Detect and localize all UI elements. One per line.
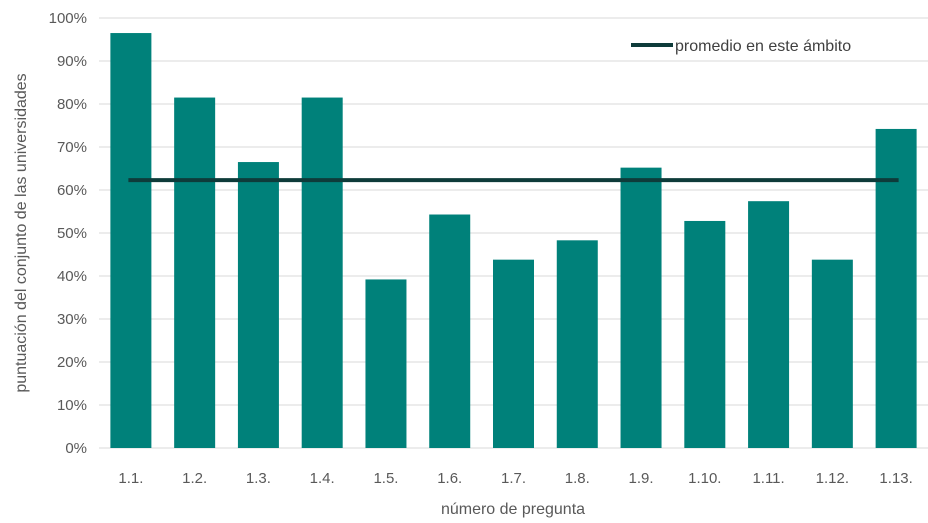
y-tick-label: 40%	[57, 268, 87, 285]
bar	[365, 279, 407, 448]
x-tick-label: 1.6.	[437, 470, 462, 487]
legend: promedio en este ámbito	[631, 38, 851, 55]
legend-label: promedio en este ámbito	[675, 38, 851, 55]
y-tick-label: 30%	[57, 311, 87, 328]
y-tick-label: 20%	[57, 354, 87, 371]
y-tick-label: 50%	[57, 225, 87, 242]
bar	[493, 259, 534, 448]
x-tick-label: 1.12.	[816, 470, 849, 487]
x-tick-label: 1.3.	[246, 470, 271, 487]
x-tick-label: 1.9.	[629, 470, 654, 487]
x-axis-ticks: 1.1. 1.2. 1.3. 1.4. 1.5. 1.6. 1.7. 1.8. 1.9. 1.10…	[118, 470, 912, 487]
bar	[556, 240, 598, 448]
bar	[237, 162, 279, 449]
x-tick-label: 1.1.	[118, 470, 143, 487]
bars	[110, 33, 917, 449]
bar	[811, 259, 853, 448]
bar	[620, 167, 662, 448]
y-tick-label: 90%	[57, 53, 87, 70]
x-tick-label: 1.5.	[373, 470, 398, 487]
x-tick-label: 1.11.	[752, 470, 784, 487]
y-tick-label: 70%	[57, 139, 87, 156]
bar	[748, 201, 790, 448]
y-tick-label: 60%	[57, 182, 87, 199]
x-tick-label: 1.7.	[501, 470, 526, 487]
bar	[429, 214, 471, 448]
x-tick-label: 1.4.	[310, 470, 335, 487]
bar	[174, 97, 216, 449]
x-tick-label: 1.2.	[182, 470, 207, 487]
y-tick-label: 0%	[65, 440, 87, 457]
y-tick-label: 10%	[57, 397, 87, 414]
x-axis-title: número de pregunta	[441, 501, 585, 518]
bar	[110, 33, 152, 449]
y-axis-title: puntuación del conjunto de las universid…	[13, 73, 30, 392]
x-tick-label: 1.13.	[879, 470, 912, 487]
y-tick-label: 100%	[49, 10, 87, 27]
bar	[301, 97, 343, 449]
bar	[875, 128, 917, 448]
bar	[684, 220, 726, 448]
x-tick-label: 1.8.	[565, 470, 590, 487]
y-tick-label: 80%	[57, 96, 87, 113]
y-axis-ticks: 0% 10% 20% 30% 40% 50% 60% 70% 80% 90% 100%	[49, 10, 87, 457]
x-tick-label: 1.10.	[688, 470, 721, 487]
